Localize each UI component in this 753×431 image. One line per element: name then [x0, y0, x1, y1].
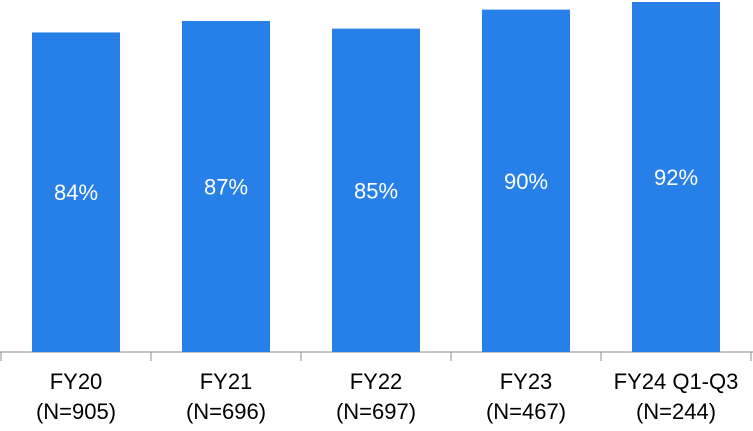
bar [632, 2, 720, 352]
x-axis-category-label: FY22 (N=697) [336, 369, 416, 424]
category-sample-size: (N=467) [486, 399, 566, 424]
bar-value-label: 90% [504, 169, 548, 194]
category-sample-size: (N=905) [36, 399, 116, 424]
x-axis-category-label: FY20 (N=905) [36, 369, 116, 424]
x-axis-category-label: FY21 (N=696) [186, 369, 266, 424]
x-axis-category-labels: FY20 (N=905) FY21 (N=696) FY22 (N=697) FY23 (N=… [36, 369, 738, 424]
bar-value-label: 92% [654, 165, 698, 190]
x-axis-category-label: FY23 (N=467) [486, 369, 566, 424]
category-name: FY24 Q1-Q3 [614, 369, 739, 394]
category-name: FY23 [500, 369, 553, 394]
category-name: FY22 [350, 369, 403, 394]
category-name: FY20 [50, 369, 103, 394]
x-axis-ticks [0, 352, 752, 361]
bar-value-label: 84% [54, 180, 98, 205]
category-sample-size: (N=244) [636, 399, 716, 424]
bar-value-label: 87% [204, 175, 248, 200]
x-axis-category-label: FY24 Q1-Q3 (N=244) [614, 369, 739, 424]
bar [32, 32, 120, 352]
bar [182, 21, 270, 353]
category-sample-size: (N=697) [336, 399, 416, 424]
bars-group [32, 2, 720, 353]
category-sample-size: (N=696) [186, 399, 266, 424]
bar [332, 28, 420, 353]
category-name: FY21 [200, 369, 253, 394]
bar [482, 9, 570, 352]
bar-value-labels: 84% 87% 85% 90% 92% [54, 165, 698, 205]
bar-value-label: 85% [354, 178, 398, 203]
